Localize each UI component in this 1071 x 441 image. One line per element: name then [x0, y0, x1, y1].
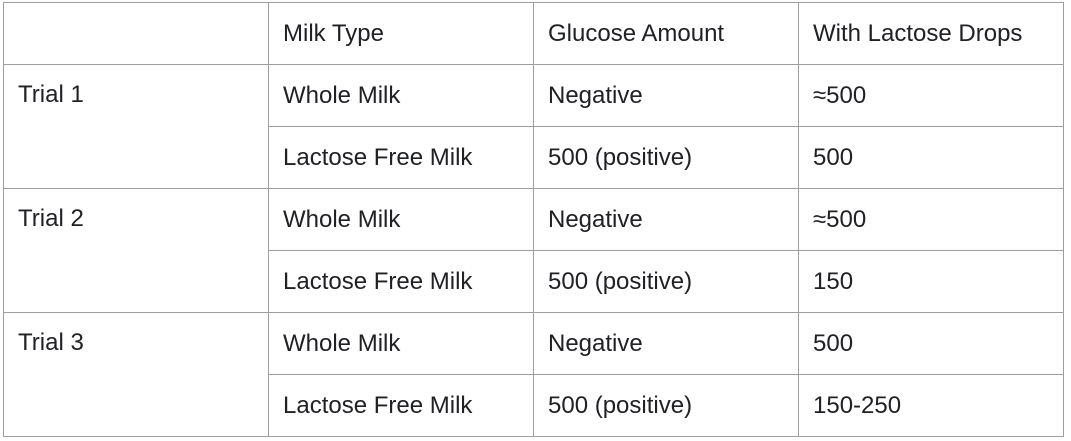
milk-type-cell: Whole Milk	[268, 188, 534, 251]
milk-type-cell: Whole Milk	[268, 64, 534, 127]
trial-label-cell: Trial 3	[3, 312, 269, 437]
header-cell-milk-type: Milk Type	[268, 2, 534, 65]
milk-type-cell: Lactose Free Milk	[268, 374, 534, 437]
with-lactose-drops-cell: ≈500	[798, 64, 1064, 127]
glucose-amount-cell: 500 (positive)	[533, 374, 799, 437]
milk-type-cell: Whole Milk	[268, 312, 534, 375]
trial-label-cell: Trial 2	[3, 188, 269, 313]
header-row: Milk Type Glucose Amount With Lactose Dr…	[3, 2, 1064, 65]
table-row: Lactose Free Milk 500 (positive) 150-250	[4, 374, 1064, 437]
table-row: Trial 2 Whole Milk Negative ≈500	[3, 188, 1064, 313]
trial-label-cell: Trial 1	[3, 64, 269, 189]
glucose-amount-cell: 500 (positive)	[533, 250, 799, 313]
header-cell-blank	[3, 2, 269, 65]
header-cell-glucose-amount: Glucose Amount	[533, 2, 799, 65]
with-lactose-drops-cell: ≈500	[798, 188, 1064, 251]
results-table: Milk Type Glucose Amount With Lactose Dr…	[3, 2, 1064, 437]
with-lactose-drops-cell: 150-250	[798, 374, 1064, 437]
glucose-amount-cell: Negative	[533, 188, 799, 251]
milk-type-cell: Lactose Free Milk	[268, 250, 534, 313]
table-row: Lactose Free Milk 500 (positive) 500	[4, 126, 1064, 189]
table-row: Trial 3 Whole Milk Negative 500	[3, 312, 1064, 437]
glucose-amount-cell: 500 (positive)	[533, 126, 799, 189]
with-lactose-drops-cell: 500	[798, 312, 1064, 375]
glucose-amount-cell: Negative	[533, 312, 799, 375]
with-lactose-drops-cell: 150	[798, 250, 1064, 313]
glucose-amount-cell: Negative	[533, 64, 799, 127]
header-cell-with-lactose-drops: With Lactose Drops	[798, 2, 1064, 65]
with-lactose-drops-cell: 500	[798, 126, 1064, 189]
milk-type-cell: Lactose Free Milk	[268, 126, 534, 189]
table-row: Trial 1 Whole Milk Negative ≈500	[3, 64, 1064, 189]
